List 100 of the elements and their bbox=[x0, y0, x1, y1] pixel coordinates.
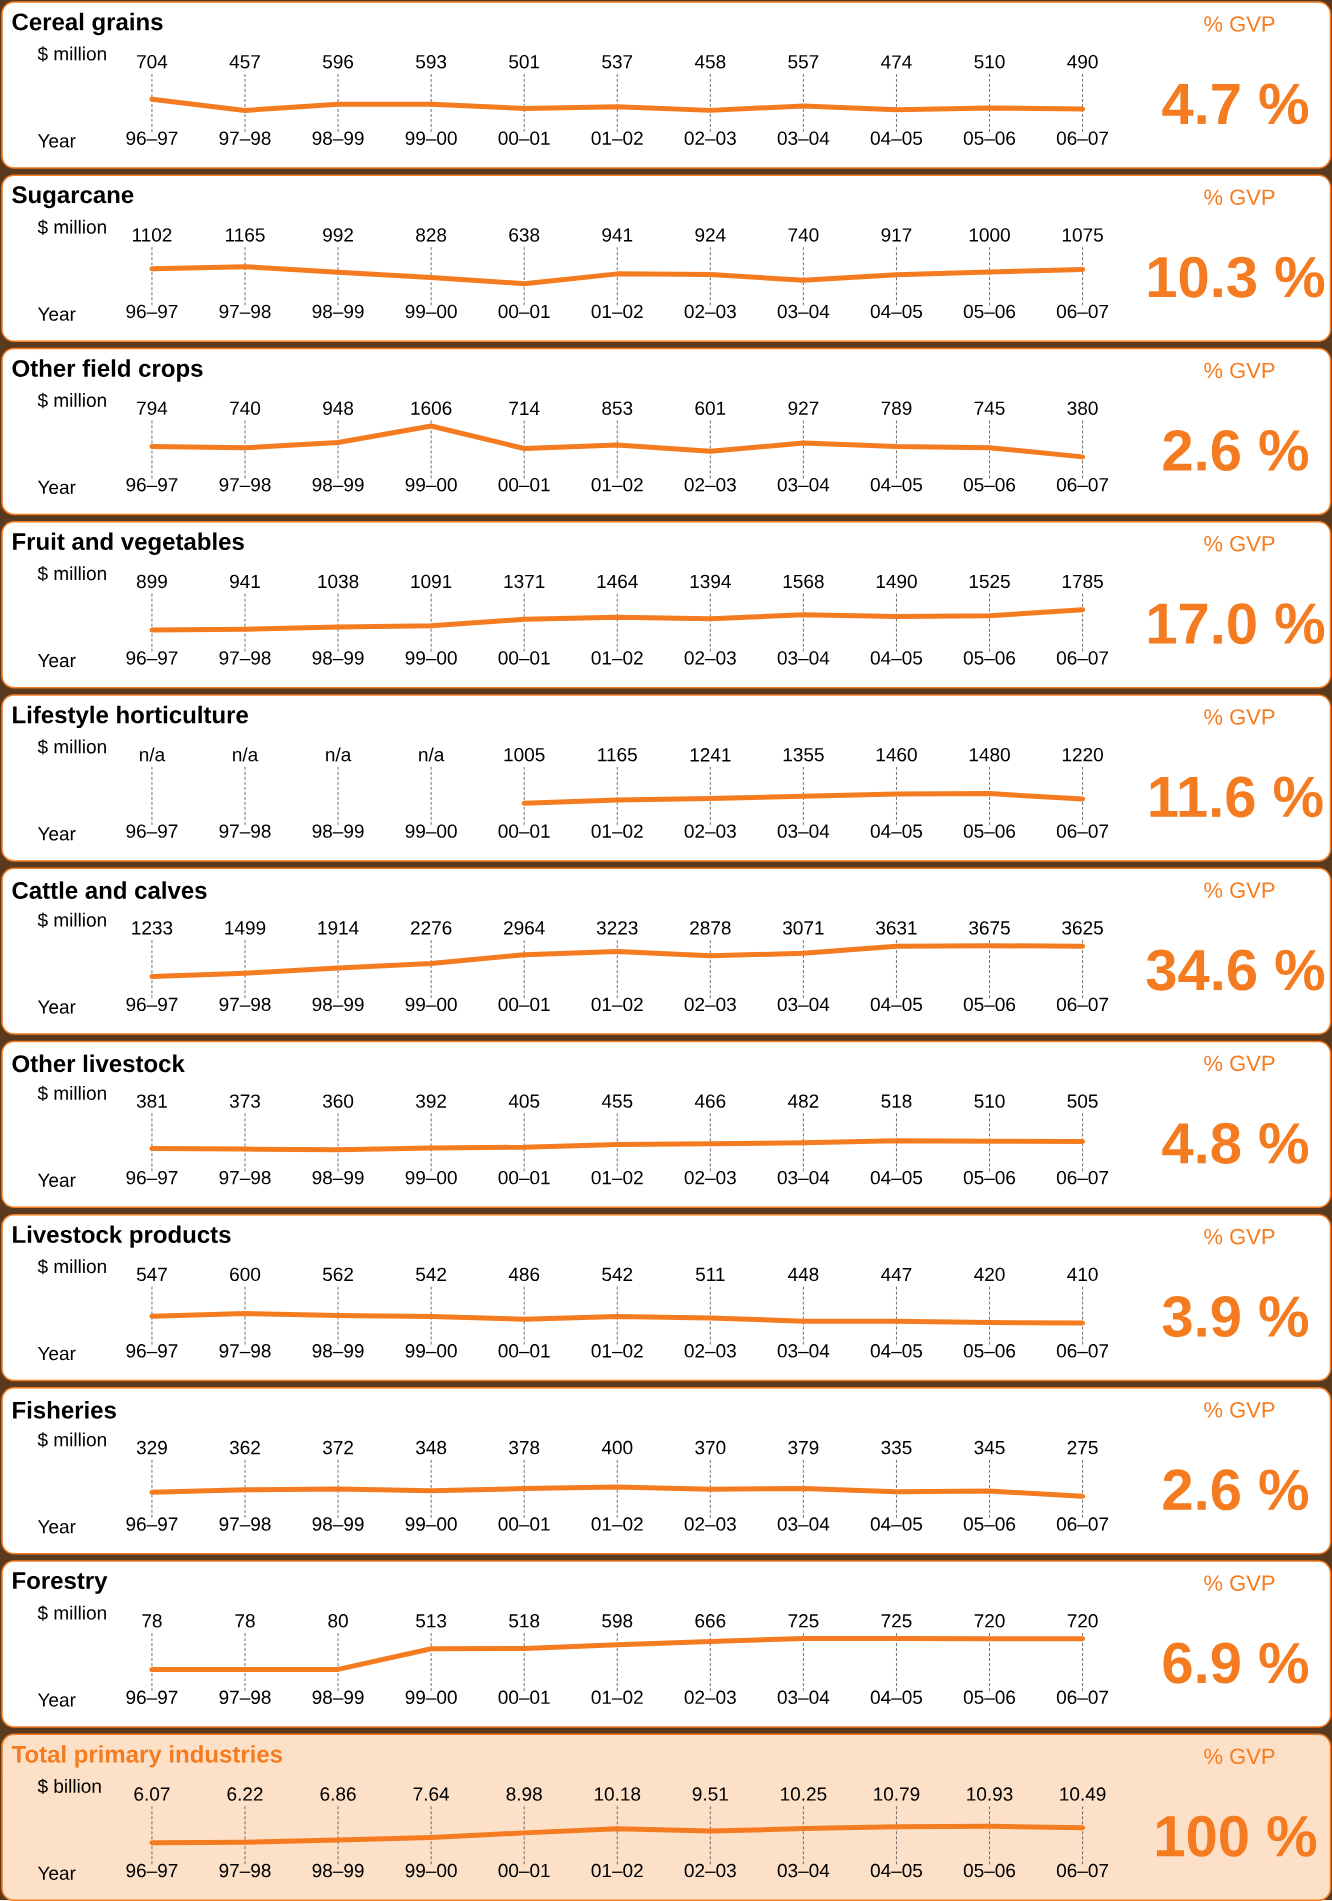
data-label: 725 bbox=[881, 1614, 912, 1628]
data-label: 2964 bbox=[503, 921, 545, 935]
data-label: 362 bbox=[229, 1440, 260, 1455]
x-tick-label: 03–04 bbox=[777, 824, 829, 838]
x-tick-label: 06–07 bbox=[1056, 1863, 1108, 1878]
data-label: 1525 bbox=[969, 574, 1010, 589]
x-tick-label: 02–03 bbox=[684, 477, 736, 492]
x-tick-label: 06–07 bbox=[1056, 997, 1108, 1012]
x-tick-label: 04–05 bbox=[870, 477, 922, 492]
text: 2.6 % bbox=[1163, 1469, 1308, 1511]
x-tick-label: 97–98 bbox=[219, 304, 271, 319]
x-axis-title: Year bbox=[37, 1173, 76, 1187]
x-tick-label: 96–97 bbox=[126, 1863, 178, 1878]
x-tick-label: 99–00 bbox=[405, 651, 457, 665]
data-label: 3675 bbox=[968, 921, 1010, 935]
x-tick-label: 99–00 bbox=[405, 824, 457, 838]
data-label: 1490 bbox=[876, 574, 917, 589]
data-label: 941 bbox=[229, 574, 260, 589]
data-label: 1165 bbox=[598, 747, 637, 762]
x-tick-label: 96–97 bbox=[126, 304, 178, 319]
chart-title: Lifestyle horticulture bbox=[12, 705, 248, 729]
data-label: 10.93 bbox=[966, 1787, 1013, 1801]
x-tick-label: 04–05 bbox=[870, 1517, 922, 1531]
data-label: 600 bbox=[229, 1267, 260, 1282]
x-tick-label: 99–00 bbox=[405, 1344, 457, 1358]
data-label: 457 bbox=[229, 55, 260, 69]
x-tick-label: 03–04 bbox=[777, 1863, 829, 1878]
x-tick-label: 03–04 bbox=[777, 477, 829, 492]
data-label: 392 bbox=[415, 1094, 446, 1108]
x-tick-label: 05–06 bbox=[963, 824, 1015, 838]
text: n/a bbox=[139, 747, 165, 762]
data-label: 740 bbox=[788, 228, 819, 242]
x-tick-label: 99–00 bbox=[405, 1517, 457, 1531]
x-tick-label: 06–07 bbox=[1056, 651, 1108, 665]
data-label: 275 bbox=[1067, 1440, 1098, 1455]
x-tick-label: 04–05 bbox=[870, 1863, 922, 1878]
data-label: 511 bbox=[695, 1267, 725, 1282]
data-label: 899 bbox=[136, 574, 167, 589]
y-axis-title: $ billion bbox=[37, 1778, 101, 1795]
x-tick-label: 02–03 bbox=[684, 131, 736, 145]
data-label: 3223 bbox=[596, 921, 638, 935]
x-tick-label: 06–07 bbox=[1056, 477, 1108, 492]
x-tick-label: 03–04 bbox=[777, 651, 829, 665]
chart-title: Other livestock bbox=[12, 1054, 185, 1073]
x-tick-label: 04–05 bbox=[870, 1690, 922, 1705]
data-label: 537 bbox=[601, 55, 632, 69]
x-tick-label: 96–97 bbox=[126, 1690, 178, 1705]
data-label: 1355 bbox=[783, 747, 824, 762]
data-label: 466 bbox=[694, 1094, 726, 1108]
x-tick-label: 04–05 bbox=[870, 304, 922, 319]
x-tick-label: 96–97 bbox=[126, 131, 178, 145]
data-label: 329 bbox=[136, 1440, 167, 1455]
chart-title: Sugarcane bbox=[11, 186, 134, 209]
data-label: 10.49 bbox=[1060, 1787, 1106, 1801]
x-tick-label: 06–07 bbox=[1056, 131, 1108, 145]
x-tick-label: 98–99 bbox=[312, 131, 364, 145]
data-label: 1091 bbox=[411, 574, 452, 589]
data-label: 518 bbox=[508, 1614, 539, 1628]
data-label: 458 bbox=[694, 55, 726, 69]
x-tick-label: 97–98 bbox=[219, 131, 271, 145]
data-label: 714 bbox=[509, 401, 540, 415]
data-label: 666 bbox=[695, 1614, 726, 1628]
data-label: 1005 bbox=[504, 747, 545, 762]
x-tick-label: 04–05 bbox=[870, 131, 922, 145]
x-tick-label: 98–99 bbox=[312, 1344, 364, 1358]
x-tick-label: 05–06 bbox=[963, 651, 1015, 665]
data-label: 379 bbox=[788, 1440, 819, 1455]
x-tick-label: 01–02 bbox=[591, 824, 643, 838]
y-axis-title: $ million bbox=[37, 1085, 106, 1102]
x-tick-label: 00–01 bbox=[498, 1170, 550, 1185]
data-label: 486 bbox=[508, 1267, 539, 1282]
x-tick-label: 98–99 bbox=[312, 1863, 364, 1878]
data-label: 1464 bbox=[597, 574, 638, 589]
x-tick-label: 04–05 bbox=[870, 824, 922, 838]
text: 2.6 % bbox=[1163, 429, 1308, 471]
y-axis-title: $ million bbox=[37, 1432, 106, 1448]
data-label: 381 bbox=[136, 1094, 167, 1108]
x-tick-label: 97–98 bbox=[219, 1690, 271, 1705]
data-label: 948 bbox=[322, 401, 353, 415]
text: % GVP bbox=[1204, 362, 1275, 379]
data-label: 927 bbox=[788, 401, 819, 415]
y-axis-title: $ million bbox=[37, 566, 106, 582]
data-label: 370 bbox=[694, 1440, 726, 1455]
x-tick-label: 97–98 bbox=[219, 824, 271, 838]
data-label: 547 bbox=[136, 1267, 167, 1282]
x-axis-title: Year bbox=[37, 1346, 76, 1361]
text: 34.6 % bbox=[1146, 949, 1324, 991]
text: 4.8 % bbox=[1162, 1122, 1308, 1164]
x-tick-label: 03–04 bbox=[777, 997, 829, 1012]
text: n/a bbox=[325, 747, 352, 762]
data-label: 80 bbox=[328, 1614, 348, 1628]
x-tick-label: 00–01 bbox=[498, 131, 550, 145]
x-axis-title: Year bbox=[37, 134, 76, 148]
x-tick-label: 05–06 bbox=[963, 1863, 1015, 1878]
x-tick-label: 06–07 bbox=[1056, 304, 1108, 319]
x-tick-label: 02–03 bbox=[684, 824, 736, 838]
chart-title: Livestock products bbox=[12, 1225, 231, 1248]
x-tick-label: 97–98 bbox=[219, 997, 271, 1012]
data-label: 557 bbox=[788, 55, 819, 69]
x-tick-label: 03–04 bbox=[777, 1517, 829, 1531]
